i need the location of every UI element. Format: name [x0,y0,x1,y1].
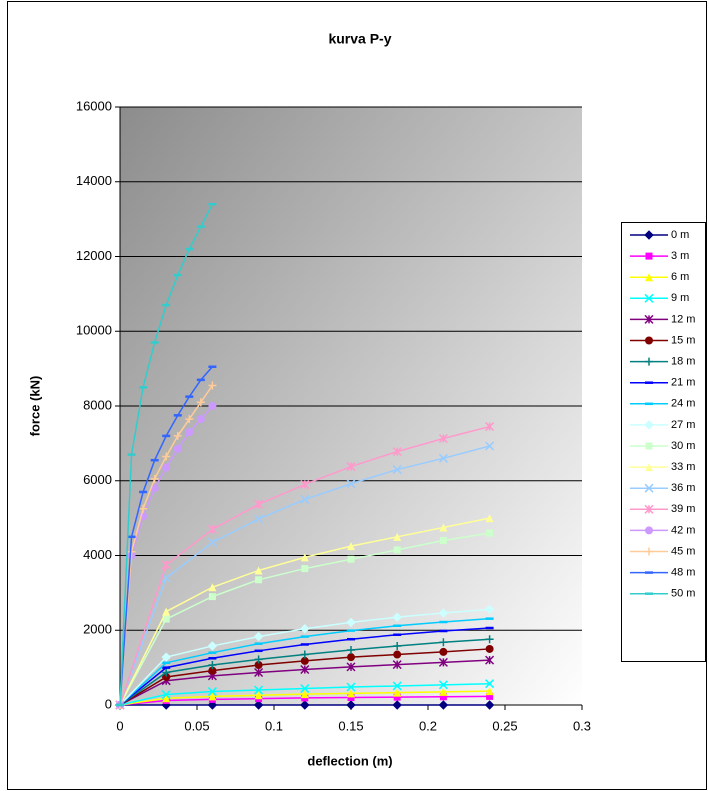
x-tick-label: 0 [116,718,123,733]
marker [174,445,182,453]
x-tick-label: 0.3 [573,718,591,733]
x-tick-label: 0.05 [184,718,209,733]
marker [208,402,216,410]
marker [394,546,401,553]
legend-label: 45 m [671,545,695,557]
marker [646,253,653,260]
legend-label: 42 m [671,524,695,536]
legend-label: 15 m [671,334,695,346]
legend-label: 39 m [671,503,695,515]
y-tick-label: 8000 [83,397,112,412]
marker [301,565,308,572]
marker [645,526,653,534]
legend-label: 33 m [671,461,695,473]
y-tick-label: 12000 [76,248,112,263]
legend-label: 3 m [671,250,689,262]
chart-title: kurva P-y [328,31,391,47]
x-tick-label: 0.25 [492,718,517,733]
y-tick-label: 2000 [83,622,112,637]
marker [347,653,355,661]
y-tick-label: 6000 [83,472,112,487]
y-tick-label: 10000 [76,323,112,338]
marker [645,337,653,345]
y-tick-label: 14000 [76,173,112,188]
legend-label: 0 m [671,229,689,241]
x-axis-label: deflection (m) [307,753,392,768]
marker [197,415,205,423]
legend-label: 21 m [671,377,695,389]
y-axis-label: force (kN) [27,376,42,437]
legend-label: 6 m [671,271,689,283]
marker [486,645,494,653]
y-tick-label: 0 [105,696,112,711]
legend-label: 18 m [671,356,695,368]
legend-label: 27 m [671,419,695,431]
marker [162,464,170,472]
legend-label: 30 m [671,440,695,452]
marker [185,428,193,436]
legend-label: 9 m [671,292,689,304]
marker [646,443,653,450]
y-tick-label: 16000 [76,98,112,113]
marker [439,648,447,656]
x-tick-label: 0.15 [338,718,363,733]
chart: kurva P-y deflection (m) force (kN) 0 200… [0,0,709,791]
legend-label: 50 m [671,588,695,600]
legend-label: 36 m [671,482,695,494]
legend-label: 24 m [671,398,695,410]
legend-label: 48 m [671,567,695,579]
x-tick-label: 0.1 [265,718,283,733]
marker [486,530,493,537]
marker [255,576,262,583]
marker [209,593,216,600]
marker [348,556,355,563]
legend-label: 12 m [671,313,695,325]
x-tick-label: 0.2 [419,718,437,733]
y-tick-label: 4000 [83,547,112,562]
marker [393,651,401,659]
marker [440,537,447,544]
